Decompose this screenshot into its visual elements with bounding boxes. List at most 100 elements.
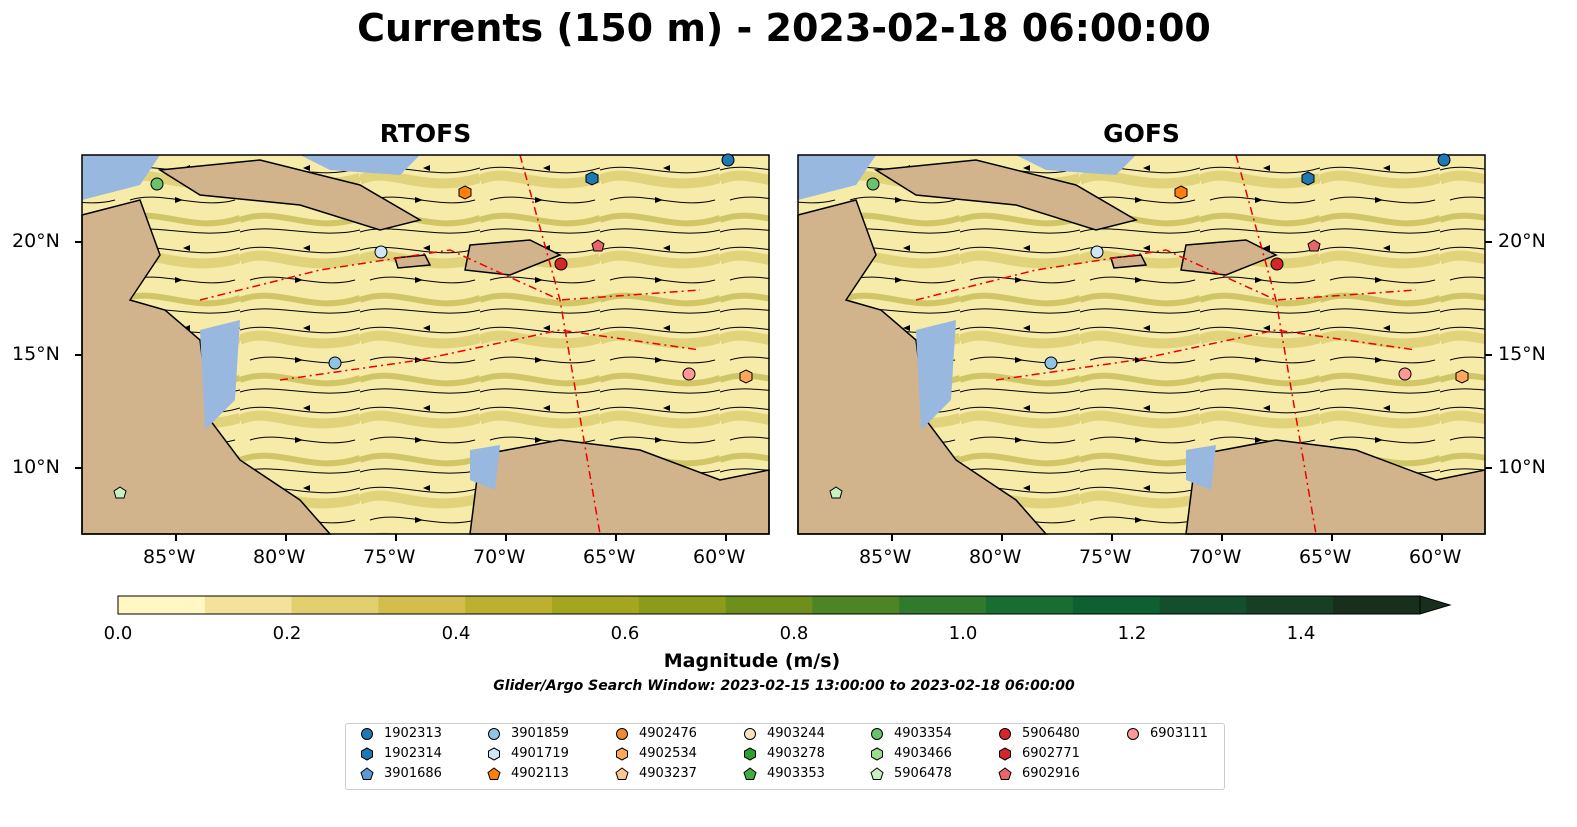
colorbar: [117, 595, 1452, 615]
hexagon-marker-icon: [744, 746, 756, 761]
colorbar-segment: [1072, 596, 1161, 614]
legend-item-label: 3901859: [511, 726, 569, 741]
legend-item: 4903353: [743, 766, 825, 781]
colorbar-segment: [552, 596, 640, 614]
colorbar-segment: [465, 596, 553, 614]
legend-item-label: 5906478: [894, 766, 952, 781]
colorbar-segment: [1246, 596, 1334, 614]
colorbar-tick-label: 0.4: [441, 623, 471, 644]
colorbar-segment: [118, 596, 206, 614]
colorbar-segment: [204, 596, 293, 614]
pentagon-marker-icon: [743, 766, 757, 780]
colorbar-tick-label: 1.2: [1117, 623, 1147, 644]
colorbar-segment: [1333, 596, 1421, 614]
legend-item-label: 4902534: [639, 746, 697, 761]
legend-item-label: 4903466: [894, 746, 952, 761]
lon-tick-label: 75°W: [363, 546, 416, 568]
legend-item: 3901859: [487, 726, 569, 741]
lon-tick-label: 85°W: [859, 546, 912, 568]
hexagon-marker-icon: [999, 746, 1011, 761]
legend-item: 5906480: [998, 726, 1080, 741]
legend-item: 4902534: [615, 746, 697, 761]
legend-item: 1902314: [360, 746, 442, 761]
hexagon-marker-icon: [361, 746, 373, 761]
colorbar-segment: [899, 596, 987, 614]
circle-marker-icon: [616, 727, 628, 740]
legend-item: 4902113: [487, 766, 569, 781]
colorbar-extend-arrow: [1419, 595, 1452, 615]
colorbar-tick-label: 0.2: [272, 623, 302, 644]
circle-marker-icon: [744, 727, 756, 740]
lon-tick-label: 75°W: [1079, 546, 1132, 568]
lat-tick-label: 10°N: [1498, 456, 1546, 478]
lon-tick-label: 80°W: [253, 546, 306, 568]
legend-item-label: 1902313: [384, 726, 442, 741]
colorbar-tick-label: 1.4: [1286, 623, 1316, 644]
colorbar-segment: [378, 596, 466, 614]
pentagon-marker-icon: [998, 766, 1012, 780]
lon-tick-label: 70°W: [473, 546, 526, 568]
map-gofs: [797, 153, 1486, 535]
legend-item: 4903244: [743, 726, 825, 741]
lon-tick-label: 60°W: [1409, 546, 1462, 568]
legend-item-label: 4902113: [511, 766, 569, 781]
pentagon-marker-icon: [360, 766, 374, 780]
colorbar-tick-label: 1.0: [948, 623, 978, 644]
colorbar-segment: [638, 596, 727, 614]
lat-tick-label: 15°N: [12, 343, 60, 365]
colorbar-segment: [1159, 596, 1247, 614]
legend-item: 5906478: [870, 766, 952, 781]
colorbar-segment: [291, 596, 379, 614]
legend-item-label: 5906480: [1022, 726, 1080, 741]
legend-item-label: 4903353: [767, 766, 825, 781]
legend-item: 4902476: [615, 726, 697, 741]
legend-item-label: 1902314: [384, 746, 442, 761]
lon-tick-label: 80°W: [969, 546, 1022, 568]
colorbar-segment: [986, 596, 1074, 614]
legend-item-label: 4903354: [894, 726, 952, 741]
lat-tick-label: 10°N: [12, 456, 60, 478]
legend-item-label: 4901719: [511, 746, 569, 761]
lon-tick-label: 70°W: [1189, 546, 1242, 568]
lat-tick-label: 15°N: [1498, 343, 1546, 365]
panel-title-rtofs: RTOFS: [379, 119, 472, 148]
legend-item-label: 6903111: [1150, 726, 1208, 741]
legend-item-label: 4903244: [767, 726, 825, 741]
legend-item-label: 3901686: [384, 766, 442, 781]
hexagon-marker-icon: [871, 746, 883, 761]
lat-tick-label: 20°N: [12, 230, 60, 252]
legend-item: 6903111: [1126, 726, 1208, 741]
colorbar-segment: [812, 596, 900, 614]
colorbar-segment: [725, 596, 813, 614]
legend-item: 4903354: [870, 726, 952, 741]
circle-marker-icon: [999, 727, 1011, 740]
legend: 1902313 1902314 3901686 3901859 4901719 49021…: [345, 723, 1225, 790]
circle-marker-icon: [488, 727, 500, 740]
colorbar-tick-label: 0.0: [103, 623, 133, 644]
legend-item: 6902916: [998, 766, 1080, 781]
legend-item: 4903466: [870, 746, 952, 761]
legend-item-label: 6902916: [1022, 766, 1080, 781]
figure-title: Currents (150 m) - 2023-02-18 06:00:00: [357, 6, 1211, 50]
legend-item-label: 6902771: [1022, 746, 1080, 761]
legend-item: 1902313: [360, 726, 442, 741]
legend-item: 4903278: [743, 746, 825, 761]
colorbar-tick-label: 0.8: [779, 623, 809, 644]
legend-item: 3901686: [360, 766, 442, 781]
pentagon-marker-icon: [487, 766, 501, 780]
colorbar-title: Magnitude (m/s): [663, 650, 841, 672]
circle-marker-icon: [361, 727, 373, 740]
lon-tick-label: 65°W: [1299, 546, 1352, 568]
legend-item: 6902771: [998, 746, 1080, 761]
legend-item-label: 4902476: [639, 726, 697, 741]
search-window-note: Glider/Argo Search Window: 2023-02-15 13…: [493, 678, 1075, 694]
legend-item-label: 4903237: [639, 766, 697, 781]
lon-tick-label: 65°W: [583, 546, 636, 568]
circle-marker-icon: [871, 727, 883, 740]
map-rtofs: [81, 153, 770, 535]
legend-item: 4901719: [487, 746, 569, 761]
panel-title-gofs: GOFS: [1103, 119, 1180, 148]
hexagon-marker-icon: [488, 746, 500, 761]
colorbar-tick-label: 0.6: [610, 623, 640, 644]
